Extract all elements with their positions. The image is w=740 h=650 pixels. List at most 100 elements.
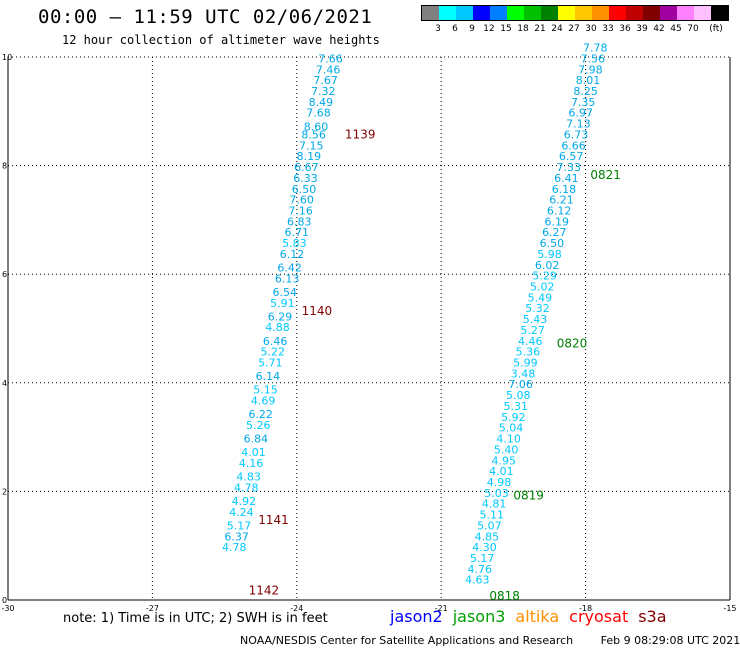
data-point-label: 4.63	[465, 574, 490, 587]
color-scale-label: 18	[517, 24, 529, 34]
data-point-label: 7.46	[316, 63, 341, 76]
data-point-label: 6.29	[268, 310, 293, 323]
data-point-label: 5.27	[520, 324, 545, 337]
data-point-label: 4.01	[489, 465, 514, 478]
color-swatch	[609, 6, 626, 20]
color-scale-label: 24	[551, 24, 563, 34]
color-scale-label: 39	[636, 24, 648, 34]
data-point-label: 5.02	[530, 280, 555, 293]
color-scale-label: 6	[452, 24, 458, 34]
data-point-label: 8.56	[301, 128, 326, 141]
data-point-label: 7.67	[313, 74, 338, 87]
data-point-label: 5.15	[253, 384, 278, 397]
data-point-label: 3.48	[511, 367, 536, 380]
x-tick-label: -18	[579, 604, 592, 613]
data-point-label: 7.68	[306, 107, 331, 120]
data-point-label: 6.46	[263, 335, 288, 348]
color-swatch	[575, 6, 592, 20]
y-tick-label: 0	[2, 596, 7, 605]
data-point-label: 6.41	[554, 172, 579, 185]
mission-legend-s3a: s3a	[638, 607, 667, 626]
data-point-label: 5.83	[282, 237, 307, 250]
color-swatch	[439, 6, 456, 20]
data-point-label: 5.40	[494, 443, 519, 456]
data-point-label: 5.36	[516, 346, 541, 359]
generated-timestamp: Feb 9 08:29:08 UTC 2021	[600, 634, 740, 647]
data-point-label: 5.92	[501, 411, 526, 424]
data-point-label: 6.97	[569, 107, 594, 120]
data-point-label: 6.73	[564, 128, 589, 141]
data-point-label: 6.50	[540, 237, 565, 250]
color-scale-label: 3	[435, 24, 441, 34]
data-point-label: 8.01	[576, 74, 601, 87]
color-scale-label: 42	[653, 24, 665, 34]
color-swatch	[626, 6, 643, 20]
color-swatch	[694, 6, 711, 20]
data-point-label: 6.18	[552, 183, 577, 196]
time-annotation: 1140	[302, 304, 333, 318]
data-point-label: 6.54	[273, 286, 298, 299]
data-point-label: 5.49	[528, 291, 553, 304]
data-point-label: 4.81	[482, 498, 507, 511]
data-point-label: 4.92	[232, 495, 257, 508]
data-point-label: 4.83	[236, 471, 261, 484]
color-swatch	[541, 6, 558, 20]
data-point-label: 5.32	[525, 302, 550, 315]
color-scale-label: 12	[483, 24, 495, 34]
data-point-label: 5.04	[499, 422, 524, 435]
color-scale-label: 33	[602, 24, 614, 34]
x-tick-label: -15	[723, 604, 736, 613]
time-annotation: 0820	[557, 337, 588, 351]
data-point-label: 4.10	[496, 433, 521, 446]
color-swatch	[456, 6, 473, 20]
data-point-label: 7.15	[299, 139, 324, 152]
y-tick-label: 8	[2, 162, 7, 171]
data-point-label: 6.12	[280, 248, 305, 261]
data-point-label: 6.12	[547, 204, 572, 217]
color-scale-label: 21	[534, 24, 546, 34]
data-point-label: 5.99	[513, 357, 538, 370]
data-point-label: 4.88	[265, 321, 290, 334]
mission-legend-altika: altika	[515, 607, 560, 626]
x-tick-label: -21	[435, 604, 448, 613]
color-swatch	[524, 6, 541, 20]
footer: NOAA/NESDIS Center for Satellite Applica…	[240, 634, 740, 647]
data-point-label: 5.43	[523, 313, 548, 326]
data-point-label: 7.66	[318, 52, 343, 65]
color-scale-label: 45	[670, 24, 682, 34]
mission-legend: jason2 jason3 altika cryosat s3a	[390, 607, 677, 626]
credit-text: NOAA/NESDIS Center for Satellite Applica…	[240, 634, 574, 647]
x-tick-label: -24	[290, 604, 303, 613]
data-point-label: 5.98	[537, 248, 562, 261]
data-point-label: 6.57	[559, 150, 584, 163]
color-swatch	[592, 6, 609, 20]
data-point-label: 5.17	[470, 552, 495, 565]
data-point-label: 4.69	[251, 395, 276, 408]
data-point-label: 8.60	[304, 120, 329, 133]
data-point-label: 6.71	[285, 226, 310, 239]
data-point-label: 5.26	[246, 419, 271, 432]
data-point-label: 4.78	[222, 541, 247, 554]
data-point-label: 6.66	[561, 139, 586, 152]
data-point-label: 6.21	[549, 194, 574, 207]
mission-legend-jason2: jason2	[390, 607, 443, 626]
data-point-label: 5.22	[260, 346, 285, 359]
data-point-label: 5.29	[532, 270, 557, 283]
data-point-label: 7.56	[581, 52, 606, 65]
data-point-label: 6.27	[542, 226, 567, 239]
color-swatch	[473, 6, 490, 20]
data-point-label: 6.50	[292, 183, 317, 196]
data-point-label: 4.76	[467, 563, 492, 576]
data-point-label: 5.71	[258, 357, 283, 370]
data-point-label: 6.33	[293, 172, 318, 185]
color-swatch	[507, 6, 524, 20]
time-annotation: 0821	[590, 168, 621, 182]
data-point-label: 6.83	[287, 215, 312, 228]
data-point-label: 5.31	[504, 400, 529, 413]
data-point-label: 7.98	[578, 63, 603, 76]
color-scale-label: (ft)	[709, 24, 723, 34]
data-point-label: 6.42	[277, 261, 302, 274]
data-point-label: 5.11	[479, 509, 504, 522]
color-scale-label: 27	[568, 24, 580, 34]
